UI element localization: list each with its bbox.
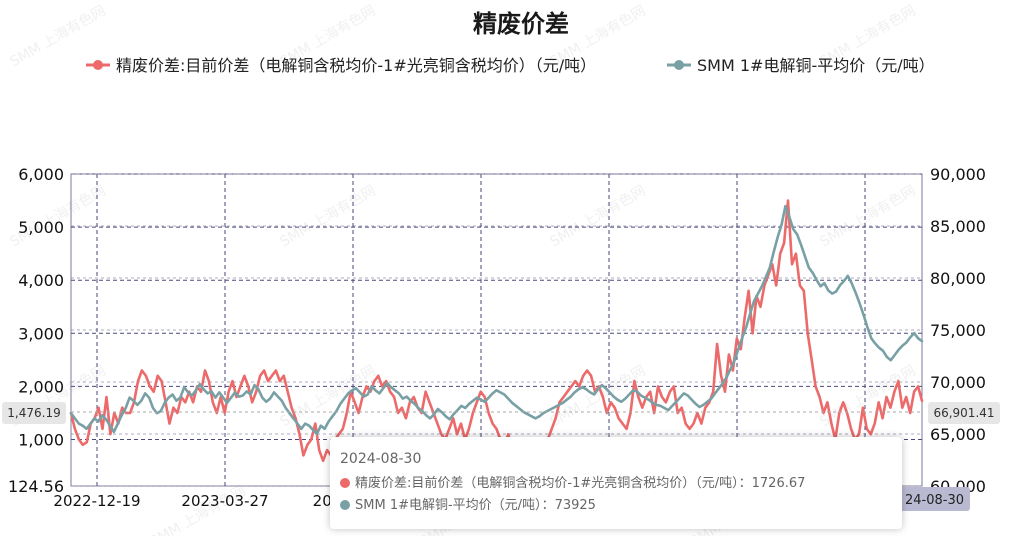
pointer-x-label: 24-08-30 <box>905 493 964 508</box>
left-axis: 1,000 2,000 3,000 4,000 5,000 6,000 124.56 <box>8 165 64 496</box>
axis-pointer: 1,476.19 66,901.41 24-08-30 <box>2 402 1000 511</box>
series-layer[interactable] <box>69 199 924 484</box>
chart-title: 精废价差 <box>473 10 569 38</box>
tooltip-label-spread: 精废价差:目前价差（电解铜含税均价-1#光亮铜含税均价）（元/吨） <box>355 476 739 491</box>
legend[interactable]: 精废价差:目前价差（电解铜含税均价-1#光亮铜含税均价）（元/吨） SMM 1#… <box>86 56 935 75</box>
watermark-text: SMM 上海有色网 <box>817 182 919 250</box>
legend-item-spread[interactable]: 精废价差:目前价差（电解铜含税均价-1#光亮铜含税均价）（元/吨） <box>86 56 596 75</box>
right-axis: 60,00065,00070,00075,00080,00085,00090,0… <box>930 165 986 496</box>
right-tick-label: 75,000 <box>930 321 986 340</box>
legend-label-copper: SMM 1#电解铜-平均价（元/吨） <box>697 56 935 75</box>
right-tick-label: 85,000 <box>930 217 986 236</box>
pointer-right-label: 66,901.41 <box>933 406 994 420</box>
x-tick-label: 2023-03-27 <box>181 492 268 510</box>
pointer-right-box <box>928 402 1000 424</box>
tooltip-marker-spread <box>340 478 350 488</box>
legend-marker-spread <box>93 60 103 70</box>
x-axis: 2022-12-19 2023-03-27 202 <box>53 492 341 510</box>
tooltip-marker-copper <box>340 500 350 510</box>
watermark-text: SMM 上海有色网 <box>817 362 919 430</box>
watermark-text: SMM 上海有色网 <box>7 182 109 250</box>
left-tick-label-min: 124.56 <box>8 477 64 496</box>
series-line-copper[interactable] <box>69 204 924 436</box>
x-tick-label: 2022-12-19 <box>53 492 140 510</box>
pointer-x-box <box>900 487 970 511</box>
tooltip-value-spread: 1726.67 <box>751 476 806 491</box>
right-tick-label: 65,000 <box>930 425 986 444</box>
tooltip-sep-copper: ： <box>541 498 555 513</box>
tooltip-row-copper: SMM 1#电解铜-平均价（元/吨）：73925 <box>340 495 892 517</box>
tooltip-label-copper: SMM 1#电解铜-平均价（元/吨） <box>355 498 542 513</box>
pointer-left-box <box>2 402 66 424</box>
right-tick-label: 90,000 <box>930 165 986 184</box>
pointer-left-label: 1,476.19 <box>7 406 60 420</box>
tooltip: 2024-08-30 精废价差:目前价差（电解铜含税均价-1#光亮铜含税均价）（… <box>330 437 902 529</box>
left-tick-label: 6,000 <box>18 165 64 184</box>
tooltip-date: 2024-08-30 <box>340 451 422 467</box>
right-tick-label: 70,000 <box>930 373 986 392</box>
tooltip-value-copper: 73925 <box>554 498 596 513</box>
watermark-text: SMM 上海有色网 <box>547 182 649 250</box>
left-tick-label: 4,000 <box>18 271 64 290</box>
left-tick-label: 2,000 <box>18 377 64 396</box>
left-tick-label: 3,000 <box>18 324 64 343</box>
watermark-text: SMM 上海有色网 <box>277 182 379 250</box>
watermark-text: SMM 上海有色网 <box>7 2 109 70</box>
legend-marker-copper <box>674 60 684 70</box>
legend-item-copper[interactable]: SMM 1#电解铜-平均价（元/吨） <box>667 56 935 75</box>
tooltip-row-spread: 精废价差:目前价差（电解铜含税均价-1#光亮铜含税均价）（元/吨）：1726.6… <box>340 473 892 495</box>
left-tick-label: 5,000 <box>18 218 64 237</box>
tooltip-sep-spread: ： <box>738 476 752 491</box>
left-tick-label: 1,000 <box>18 431 64 450</box>
legend-label-spread: 精废价差:目前价差（电解铜含税均价-1#光亮铜含税均价）（元/吨） <box>116 56 596 75</box>
series-line-spread[interactable] <box>69 199 924 484</box>
right-tick-label: 80,000 <box>930 269 986 288</box>
